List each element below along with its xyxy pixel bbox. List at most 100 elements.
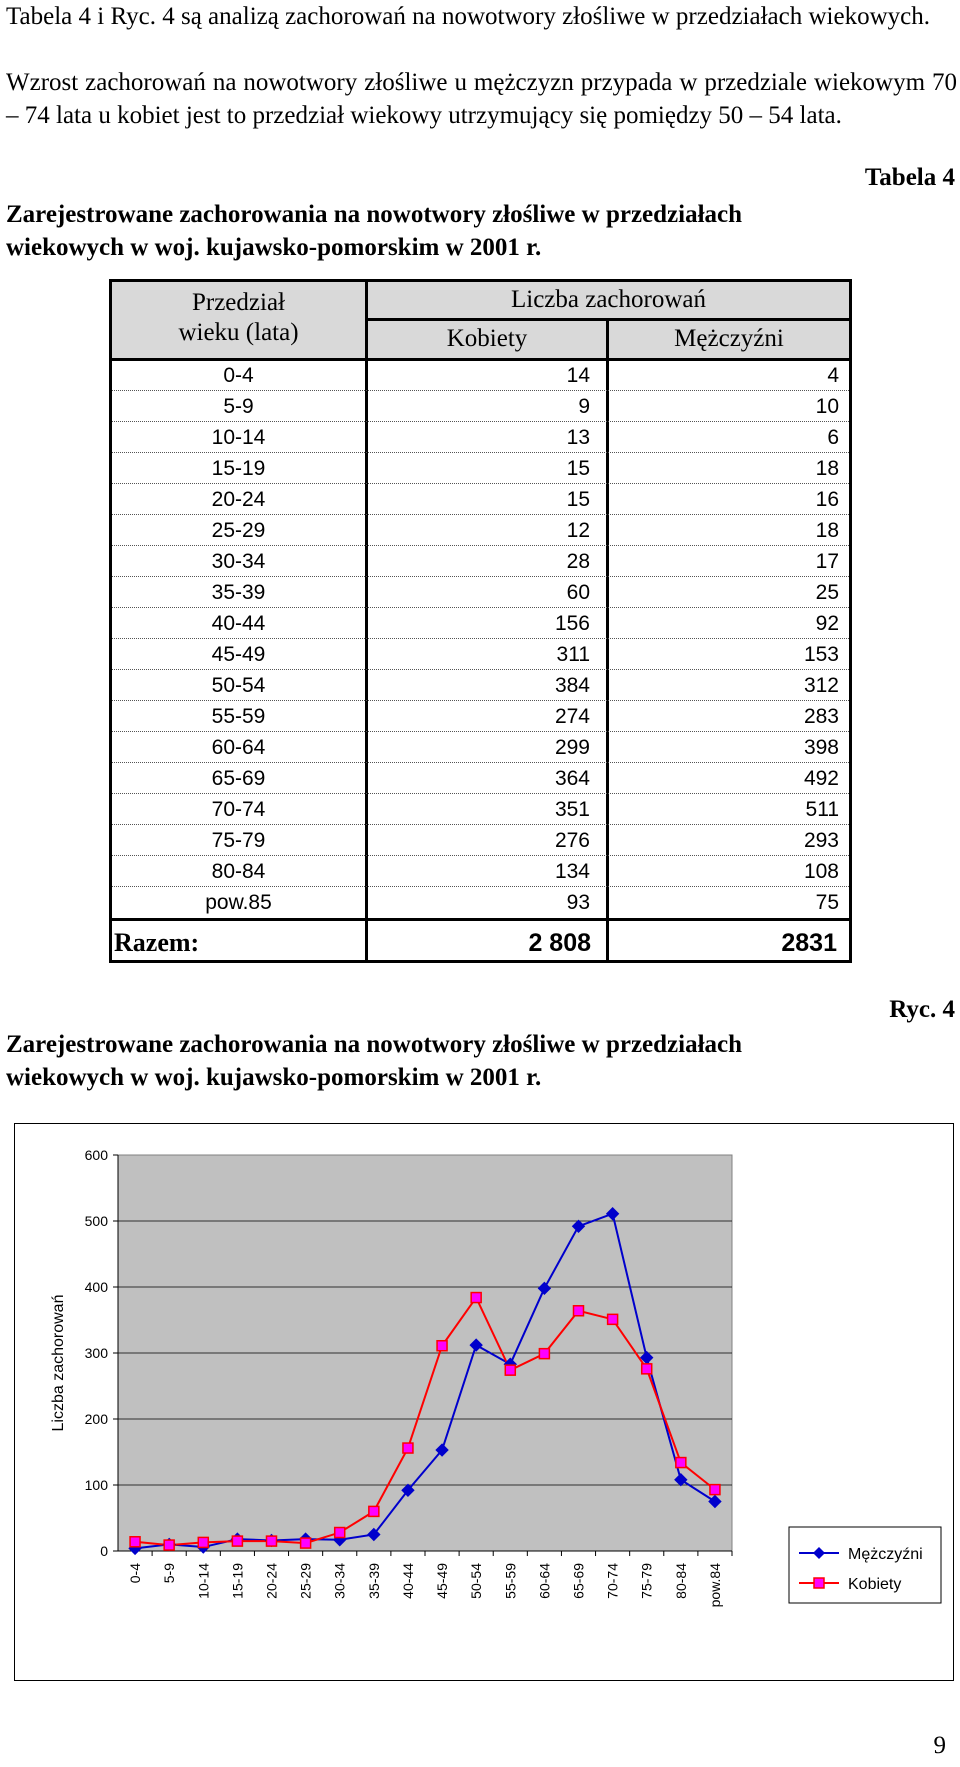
- x-tick-label: 20-24: [264, 1563, 280, 1599]
- x-tick-label: 35-39: [366, 1563, 382, 1599]
- figure-caption-line-1: Zarejestrowane zachorowania na nowotwory…: [6, 1031, 743, 1058]
- x-tick-label: 80-84: [673, 1563, 689, 1599]
- cell-women: 60: [566, 581, 590, 604]
- row-separator: [112, 483, 849, 484]
- row-separator: [112, 731, 849, 732]
- cell-age: 35-39: [211, 581, 266, 604]
- figure-caption: Zarejestrowane zachorowania na nowotwory…: [6, 1028, 946, 1094]
- legend-label: Kobiety: [848, 1576, 901, 1593]
- chart-svg: 0 100 200 300 400 500 600 Liczba zachorowań 0-4 5…: [14, 1123, 954, 1681]
- table-row: 80-84 134 108: [112, 856, 849, 887]
- cell-age: 30-34: [211, 550, 266, 573]
- data-point-women: [675, 1456, 687, 1469]
- cell-women: 28: [566, 550, 590, 573]
- table-row: 60-64 299 398: [112, 732, 849, 763]
- row-separator: [112, 886, 849, 887]
- data-point-women: [436, 1339, 448, 1352]
- cell-women: 384: [554, 674, 590, 697]
- x-tick-label: 15-19: [229, 1563, 245, 1599]
- data-point-women: [572, 1305, 585, 1317]
- data-point-men: [469, 1338, 483, 1352]
- data-point-women: [709, 1483, 721, 1496]
- y-tick-label: 500: [85, 1213, 109, 1229]
- cell-age: 40-44: [211, 612, 266, 635]
- cell-age: 25-29: [211, 519, 266, 542]
- row-separator: [112, 390, 849, 391]
- data-point-men: [708, 1494, 722, 1509]
- x-tick-label: 5-9: [161, 1563, 177, 1583]
- data-point-women: [129, 1536, 141, 1548]
- cell-men: 398: [803, 736, 839, 759]
- row-separator: [112, 700, 849, 701]
- table-row: 65-69 364 492: [112, 763, 849, 794]
- cell-women: 12: [566, 519, 590, 542]
- table-row: 30-34 28 17: [112, 546, 849, 577]
- cell-men: 283: [803, 705, 839, 728]
- page-number: 9: [933, 1732, 947, 1759]
- cell-men: 6: [827, 426, 839, 449]
- cell-age: 70-74: [211, 798, 266, 821]
- table-row: 35-39 60 25: [112, 577, 849, 608]
- x-tick-label: 65-69: [571, 1563, 587, 1599]
- cell-age: 45-49: [211, 643, 266, 666]
- y-tick-label: 600: [85, 1147, 109, 1163]
- cell-age: 5-9: [223, 395, 254, 418]
- incidence-chart: 0 100 200 300 400 500 600 Liczba zachorowań 0-4 5…: [14, 1123, 954, 1681]
- cell-women: 14: [566, 364, 590, 387]
- data-point-men: [401, 1483, 415, 1497]
- intro-paragraph-1: Tabela 4 i Ryc. 4 są analizą zachorowań …: [6, 3, 930, 30]
- data-point-women: [231, 1535, 244, 1547]
- cell-women: 13: [566, 426, 590, 449]
- data-point-women: [368, 1505, 380, 1518]
- table-row: 55-59 274 283: [112, 701, 849, 732]
- table-number: Tabela 4: [864, 164, 955, 191]
- data-point-men: [571, 1219, 586, 1233]
- cell-men: 18: [815, 519, 839, 542]
- cell-age: pow.85: [205, 891, 272, 914]
- x-tick-label: 45-49: [434, 1563, 450, 1599]
- header-group: Liczba zachorowań: [510, 286, 707, 313]
- row-separator: [112, 545, 849, 546]
- cell-men: 511: [805, 798, 839, 821]
- header-age-background: [112, 282, 365, 358]
- table-row: 10-14 13 6: [112, 422, 849, 453]
- cell-age: 0-4: [223, 364, 254, 387]
- cell-age: 50-54: [211, 674, 266, 697]
- legend-label: Mężczyźni: [848, 1546, 923, 1563]
- figure-caption-line-2: wiekowych w woj. kujawsko-pomorskim w 20…: [6, 1064, 542, 1091]
- cell-age: 75-79: [211, 829, 266, 852]
- x-tick-label: 0-4: [127, 1563, 143, 1583]
- table-caption: Zarejestrowane zachorowania na nowotwory…: [6, 198, 946, 264]
- cell-women: 156: [554, 612, 590, 635]
- y-axis-title: Liczba zachorowań: [50, 1295, 67, 1432]
- cell-age: 15-19: [211, 457, 266, 480]
- data-point-men: [435, 1443, 449, 1457]
- legend-marker-men: [813, 1547, 825, 1559]
- row-separator: [112, 514, 849, 515]
- total-women: 2 808: [528, 929, 591, 957]
- data-point-women: [640, 1363, 653, 1375]
- data-point-women: [538, 1347, 551, 1360]
- cell-women: 274: [554, 705, 590, 728]
- x-tick-label: pow.84: [707, 1563, 723, 1608]
- y-tick-label: 400: [85, 1279, 109, 1295]
- cell-men: 293: [803, 829, 839, 852]
- row-separator: [112, 762, 849, 763]
- table-caption-line-1: Zarejestrowane zachorowania na nowotwory…: [6, 201, 743, 228]
- y-tick-label: 0: [100, 1543, 108, 1559]
- x-tick-label: 10-14: [195, 1563, 211, 1599]
- cell-age: 60-64: [211, 736, 266, 759]
- cell-age: 80-84: [211, 860, 266, 883]
- data-point-women: [197, 1536, 210, 1549]
- cell-men: 4: [827, 364, 839, 387]
- data-point-men: [605, 1207, 620, 1221]
- cell-men: 108: [803, 860, 839, 883]
- row-separator: [112, 607, 849, 608]
- cell-women: 364: [554, 767, 590, 790]
- x-tick-label: 50-54: [468, 1563, 484, 1599]
- cell-age: 65-69: [211, 767, 266, 790]
- header-age-line-1: Przedział: [191, 289, 285, 316]
- cell-men: 312: [803, 674, 839, 697]
- row-separator: [112, 576, 849, 577]
- cell-age: 10-14: [211, 426, 266, 449]
